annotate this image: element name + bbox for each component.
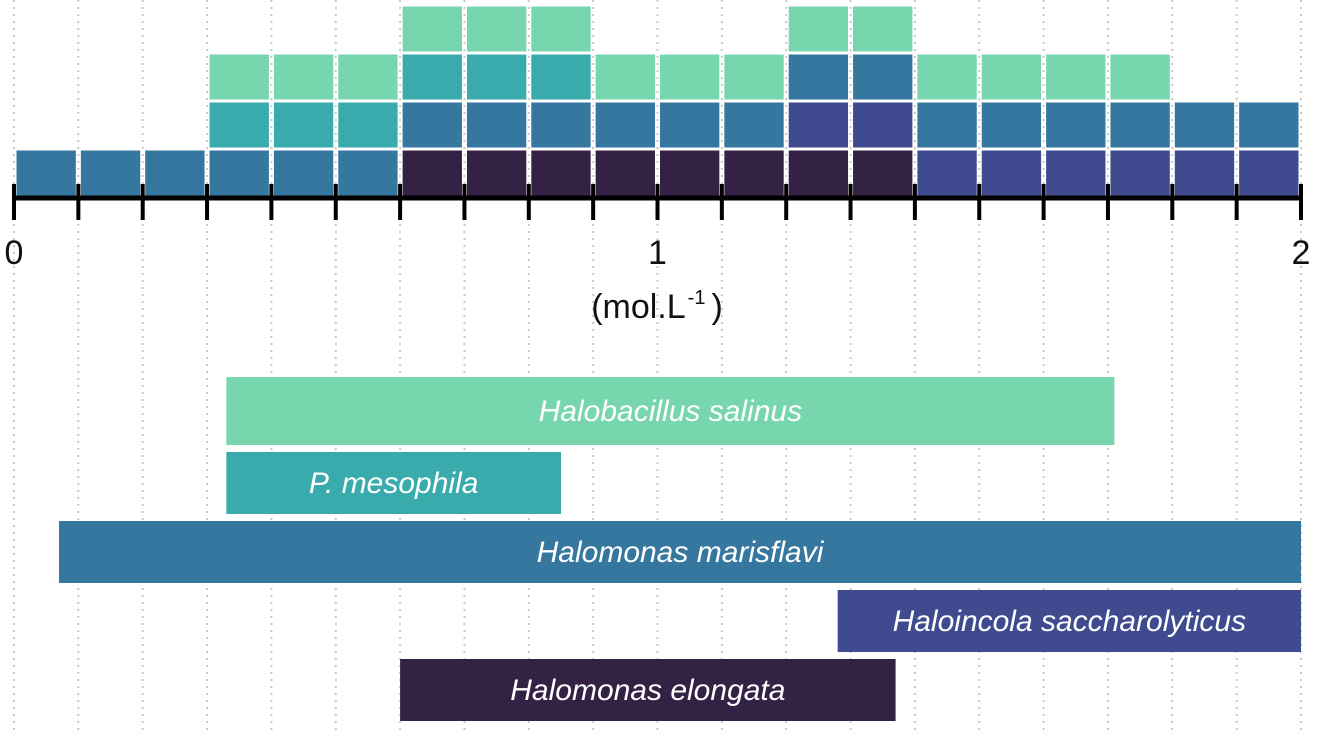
range-label: Halobacillus salinus <box>539 395 802 428</box>
range-halomonas-elongata: Halomonas elongata <box>400 659 896 721</box>
range-label: Halomonas elongata <box>510 674 785 707</box>
bin-cell-halomonas-marisflavi <box>1110 102 1170 148</box>
range-bar <box>226 452 561 514</box>
bin-cell-haloincola-saccharolyticus <box>1046 150 1106 196</box>
unit-label-main: (mol.L <box>591 288 685 326</box>
bin-cell-halomonas-marisflavi <box>338 150 398 196</box>
bin-cell-p-mesophila <box>209 102 269 148</box>
bin-cell-halobacillus-salinus <box>981 54 1042 100</box>
bin-cell-halomonas-marisflavi <box>1239 102 1299 148</box>
bin-cell-halobacillus-salinus <box>595 54 655 100</box>
x-tick-label: 2 <box>1292 234 1311 272</box>
bin-cell-halobacillus-salinus <box>466 6 527 52</box>
bin-cell-halomonas-elongata <box>788 150 849 196</box>
bin-cell-p-mesophila <box>466 54 527 100</box>
bin-cell-halomonas-marisflavi <box>466 102 527 148</box>
bin-cell-halomonas-marisflavi <box>1046 102 1106 148</box>
unit-label-superscript: -1 <box>688 287 706 309</box>
range-bar <box>400 659 896 721</box>
bin-cell-halobacillus-salinus <box>1110 54 1170 100</box>
bin-cell-halomonas-marisflavi <box>595 102 655 148</box>
range-bar <box>226 377 1115 445</box>
bin-cell-p-mesophila <box>273 102 334 148</box>
bin-cell-halomonas-elongata <box>724 150 784 196</box>
bin-cell-halomonas-marisflavi <box>853 54 913 100</box>
bin-cell-haloincola-saccharolyticus <box>1239 150 1299 196</box>
species-ranges: Halobacillus salinus P. mesophila Halomona… <box>59 377 1301 721</box>
bin-cell-halobacillus-salinus <box>402 6 462 52</box>
bin-cell-p-mesophila <box>402 54 462 100</box>
bin-cell-halomonas-marisflavi <box>788 54 849 100</box>
bin-cell-haloincola-saccharolyticus <box>788 102 849 148</box>
bin-cell-halobacillus-salinus <box>338 54 398 100</box>
range-bar <box>837 590 1301 652</box>
bin-cell-halomonas-marisflavi <box>273 150 334 196</box>
bin-cell-halomonas-elongata <box>402 150 462 196</box>
x-axis-unit-label: (mol.L -1) <box>591 287 723 326</box>
bin-cell-halomonas-marisflavi <box>209 150 269 196</box>
bin-cell-halobacillus-salinus <box>660 54 720 100</box>
bin-cell-p-mesophila <box>531 54 591 100</box>
x-axis-tick-labels: 0 1 2 <box>5 234 1311 272</box>
bin-cell-halobacillus-salinus <box>917 54 977 100</box>
bin-cell-halomonas-marisflavi <box>402 102 462 148</box>
bin-cell-halomonas-marisflavi <box>80 150 141 196</box>
bin-cell-halobacillus-salinus <box>531 6 591 52</box>
x-axis-ticks <box>12 184 1303 220</box>
unit-label-close: ) <box>711 288 722 326</box>
bin-cell-halobacillus-salinus <box>209 54 269 100</box>
bin-cell-halomonas-marisflavi <box>981 102 1042 148</box>
bin-cell-halomonas-marisflavi <box>145 150 205 196</box>
grid-layer <box>13 0 1302 730</box>
range-halomonas-marisflavi: Halomonas marisflavi <box>59 521 1301 583</box>
x-tick-label: 1 <box>648 234 667 272</box>
bin-cell-halomonas-marisflavi <box>531 102 591 148</box>
bin-cell-halomonas-marisflavi <box>724 102 784 148</box>
bin-cell-halomonas-elongata <box>531 150 591 196</box>
range-bar <box>59 521 1301 583</box>
bin-cell-p-mesophila <box>338 102 398 148</box>
range-haloincola-saccharolyticus: Haloincola saccharolyticus <box>837 590 1301 652</box>
bin-cell-halomonas-elongata <box>853 150 913 196</box>
bin-cell-halomonas-elongata <box>466 150 527 196</box>
bin-cell-halomonas-marisflavi <box>917 102 977 148</box>
bin-cell-haloincola-saccharolyticus <box>1174 150 1235 196</box>
x-tick-label: 0 <box>5 234 24 272</box>
bin-cell-halobacillus-salinus <box>788 6 849 52</box>
range-label: Halomonas marisflavi <box>537 536 825 569</box>
bin-cell-halobacillus-salinus <box>853 6 913 52</box>
bin-cell-halomonas-marisflavi <box>660 102 720 148</box>
bin-cell-halomonas-elongata <box>660 150 720 196</box>
range-label: P. mesophila <box>309 467 479 500</box>
bin-cell-halobacillus-salinus <box>273 54 334 100</box>
stacked-bins <box>16 6 1299 196</box>
bin-cell-haloincola-saccharolyticus <box>917 150 977 196</box>
bin-cell-halobacillus-salinus <box>724 54 784 100</box>
range-p-mesophila: P. mesophila <box>226 452 561 514</box>
bin-cell-haloincola-saccharolyticus <box>1110 150 1170 196</box>
bin-cell-halomonas-elongata <box>595 150 655 196</box>
x-axis: 0 1 2 (mol.L -1) <box>5 184 1311 326</box>
range-label: Haloincola saccharolyticus <box>893 605 1247 638</box>
bin-cell-halomonas-marisflavi <box>1174 102 1235 148</box>
bin-cell-haloincola-saccharolyticus <box>853 102 913 148</box>
bin-cell-haloincola-saccharolyticus <box>981 150 1042 196</box>
bin-cell-halobacillus-salinus <box>1046 54 1106 100</box>
bin-cell-halomonas-marisflavi <box>16 150 76 196</box>
range-halobacillus-salinus: Halobacillus salinus <box>226 377 1115 445</box>
